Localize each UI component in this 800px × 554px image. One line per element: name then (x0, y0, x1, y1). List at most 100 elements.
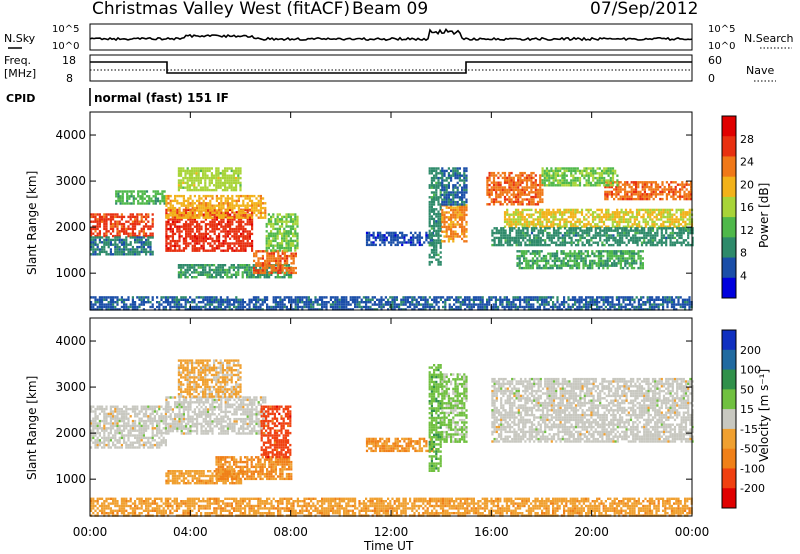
heatmap-cell (454, 193, 457, 197)
heatmap-cell (178, 303, 181, 306)
heatmap-cell (517, 218, 520, 221)
heatmap-cell (661, 197, 664, 201)
heatmap-cell (563, 167, 566, 170)
heatmap-cell (381, 234, 384, 237)
heatmap-cell (241, 273, 244, 276)
heatmap-cell (605, 167, 608, 170)
heatmap-cell (138, 303, 141, 306)
heatmap-cell (611, 213, 614, 216)
heatmap-cell (290, 257, 293, 260)
heatmap-cell (596, 241, 600, 244)
heatmap-cell (246, 276, 249, 279)
heatmap-cell (105, 222, 108, 226)
heatmap-cell (296, 234, 299, 238)
heatmap-cell (607, 172, 610, 175)
heatmap-cell (226, 206, 229, 210)
heatmap-cell (634, 241, 637, 244)
heatmap-cell (240, 204, 243, 207)
heatmap-cell (191, 271, 194, 274)
heatmap-cell (437, 263, 440, 266)
heatmap-cell (387, 234, 391, 237)
heatmap-cell (237, 194, 240, 198)
heatmap-cell (204, 181, 207, 185)
heatmap-cell (428, 263, 431, 266)
heatmap-cell (643, 193, 646, 196)
heatmap-cell (151, 218, 154, 221)
heatmap-cell (565, 181, 568, 185)
heatmap-cell (644, 211, 647, 214)
heatmap-cell (604, 190, 607, 194)
heatmap-cell (589, 213, 592, 216)
heatmap-cell (612, 239, 615, 242)
heatmap-cell (163, 199, 166, 203)
heatmap-cell (461, 225, 464, 229)
heatmap-cell (526, 229, 529, 232)
heatmap-cell (138, 234, 141, 238)
heatmap-cell (551, 259, 554, 263)
heatmap-cell (232, 172, 235, 175)
heatmap-cell (512, 183, 515, 187)
heatmap-cell (517, 241, 520, 244)
heatmap-cell (437, 186, 440, 189)
heatmap-cell (213, 184, 216, 187)
heatmap-cell (616, 229, 619, 232)
heatmap-cell (253, 271, 256, 275)
heatmap-cell (524, 234, 527, 237)
heatmap-cell (221, 172, 224, 175)
heatmap-cell (237, 227, 240, 231)
heatmap-cell (189, 218, 192, 221)
heatmap-cell (517, 198, 520, 201)
heatmap-cell (523, 186, 526, 189)
heatmap-cell (392, 236, 395, 239)
heatmap-cell (257, 264, 260, 267)
heatmap-cell (276, 242, 279, 245)
heatmap-cell (643, 234, 646, 237)
heatmap-cell (530, 181, 533, 184)
heatmap-cell (174, 211, 177, 215)
heatmap-cell (445, 230, 448, 233)
heatmap-cell (264, 264, 267, 267)
heatmap-cell (255, 250, 258, 253)
heatmap-cell (539, 229, 542, 232)
heatmap-cell (636, 227, 639, 230)
heatmap-cell (559, 169, 562, 173)
heatmap-cell (627, 213, 630, 216)
heatmap-cell (142, 303, 145, 306)
heatmap-cell (433, 184, 436, 187)
heatmap-cell (651, 243, 655, 247)
heatmap-cell (630, 190, 633, 194)
heatmap-cell (679, 218, 683, 221)
heatmap-cell (428, 212, 431, 216)
heatmap-cell (193, 239, 196, 243)
heatmap-cell (623, 231, 626, 235)
heatmap-cell (576, 176, 579, 180)
heatmap-cell (228, 186, 231, 189)
heatmap-cell (437, 179, 440, 182)
heatmap-cell (278, 218, 281, 221)
heatmap-cell (94, 215, 97, 219)
heatmap-cell (683, 190, 686, 194)
heatmap-cell (222, 220, 225, 224)
heatmap-cell (204, 264, 207, 267)
heatmap-cell (662, 241, 666, 244)
heatmap-cell (534, 252, 537, 255)
heatmap-cell (226, 169, 229, 173)
heatmap-cell (576, 225, 579, 228)
heatmap-cell (141, 195, 144, 198)
heatmap-cell (450, 193, 453, 197)
heatmap-cell (281, 242, 284, 245)
heatmap-cell (533, 241, 536, 244)
heatmap-cell (169, 202, 172, 205)
heatmap-cell (506, 218, 509, 221)
heatmap-cell (502, 227, 505, 230)
heatmap-cell (616, 215, 619, 219)
heatmap-cell (90, 296, 93, 299)
heatmap-cell (270, 269, 273, 272)
heatmap-cell (653, 215, 656, 219)
heatmap-cell (204, 179, 207, 182)
heatmap-cell (435, 181, 438, 185)
heatmap-cell (114, 308, 117, 311)
heatmap-cell (658, 227, 661, 230)
heatmap-cell (215, 194, 218, 198)
heatmap-cell (264, 202, 267, 205)
